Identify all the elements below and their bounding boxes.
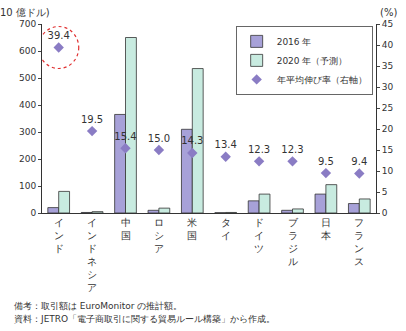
svg-text:資料：JETRO「電子商取引に関する貿易ルール構築」から作成: 資料：JETRO「電子商取引に関する貿易ルール構築」から作成。	[14, 314, 275, 324]
svg-text:40: 40	[382, 40, 394, 50]
svg-text:45: 45	[382, 19, 393, 29]
svg-text:15.0: 15.0	[148, 133, 170, 144]
svg-text:12.3: 12.3	[281, 144, 303, 155]
svg-text:米国: 米国	[187, 217, 197, 241]
svg-text:インド: インド	[54, 217, 64, 254]
svg-text:インドネシア: インドネシア	[87, 217, 97, 293]
svg-text:500: 500	[19, 73, 36, 83]
svg-text:(%): (%)	[380, 7, 397, 18]
svg-text:中国: 中国	[121, 217, 131, 241]
svg-text:9.5: 9.5	[318, 156, 334, 167]
svg-text:9.4: 9.4	[351, 156, 367, 167]
svg-text:タイ: タイ	[221, 217, 231, 241]
svg-text:15: 15	[382, 145, 393, 155]
svg-text:400: 400	[19, 100, 36, 110]
svg-text:35: 35	[382, 61, 393, 71]
svg-text:39.4: 39.4	[48, 30, 70, 41]
svg-text:200: 200	[19, 154, 36, 164]
svg-text:700: 700	[19, 19, 36, 29]
svg-text:年平均伸び率（右軸）: 年平均伸び率（右軸）	[277, 75, 367, 85]
svg-text:ブラジル: ブラジル	[288, 217, 299, 267]
svg-text:0: 0	[30, 208, 36, 218]
svg-text:300: 300	[19, 127, 36, 137]
svg-text:2020 年（予測）: 2020 年（予測）	[277, 56, 348, 66]
svg-text:2016 年: 2016 年	[277, 37, 312, 47]
svg-text:フランス: フランス	[354, 217, 364, 267]
svg-text:備考：取引額は EuroMonitor の推計額。: 備考：取引額は EuroMonitor の推計額。	[14, 301, 182, 311]
svg-text:13.4: 13.4	[215, 139, 237, 150]
svg-text:ドイツ: ドイツ	[254, 217, 264, 254]
svg-text:日本: 日本	[321, 217, 331, 241]
svg-text:0: 0	[382, 208, 388, 218]
svg-text:10: 10	[382, 166, 394, 176]
svg-text:20: 20	[382, 124, 394, 134]
svg-text:5: 5	[382, 187, 388, 197]
svg-text:ロシア: ロシア	[154, 217, 164, 254]
svg-text:100: 100	[19, 181, 36, 191]
svg-text:19.5: 19.5	[81, 114, 103, 125]
svg-text:600: 600	[19, 46, 36, 56]
svg-text:12.3: 12.3	[248, 144, 270, 155]
svg-text:14.3: 14.3	[181, 135, 203, 146]
svg-text:(10 億ドル): (10 億ドル)	[0, 7, 50, 18]
svg-text:25: 25	[382, 103, 393, 113]
svg-text:15.4: 15.4	[114, 131, 136, 142]
svg-text:30: 30	[382, 82, 394, 92]
